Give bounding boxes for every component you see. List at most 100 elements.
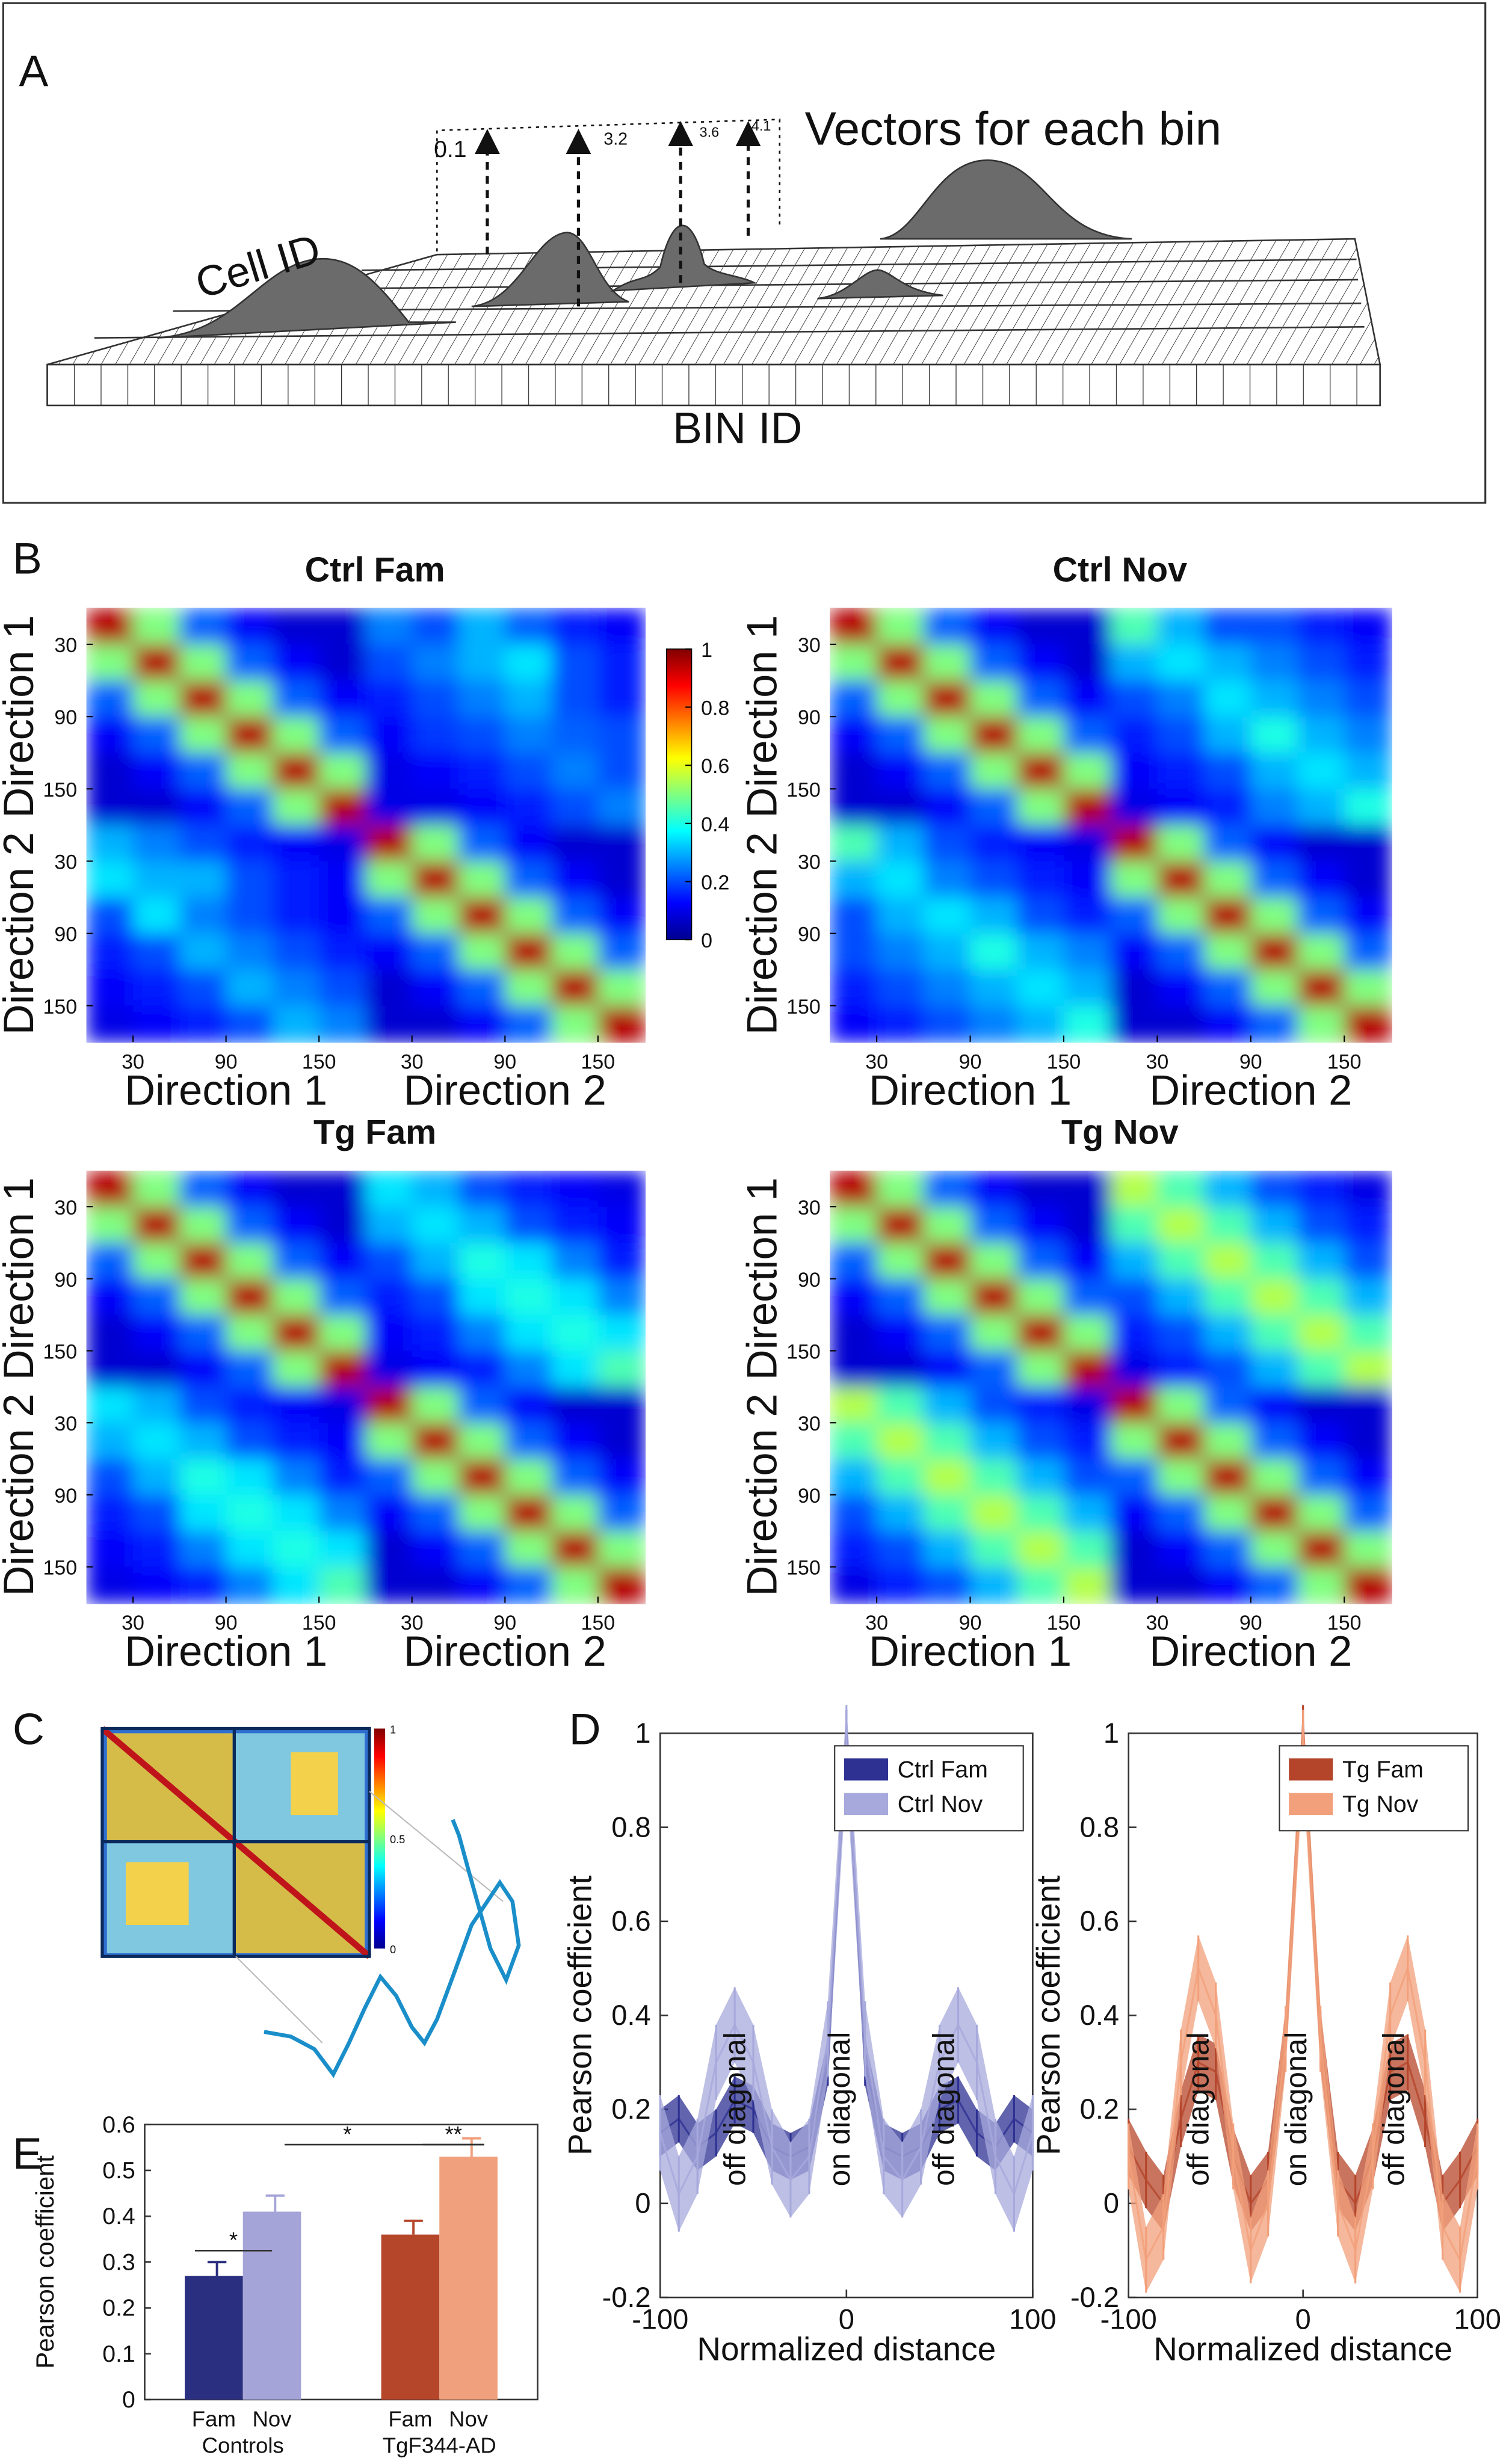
heatmap-cell (272, 1206, 320, 1244)
legend-swatch (844, 1758, 889, 1781)
heatmap-cell (319, 1314, 367, 1352)
heatmap-cell (1110, 1566, 1158, 1604)
heatmap-cell (830, 789, 878, 826)
y-tick-label: 0.2 (1080, 2093, 1119, 2125)
heatmap-cell (319, 680, 367, 718)
heatmap-cell (551, 969, 599, 1007)
heatmap-cell (1250, 1530, 1299, 1568)
vector-value: 0.1 (434, 137, 466, 162)
heatmap-cell (970, 644, 1018, 682)
heatmap-cell (86, 1459, 134, 1496)
heatmap-cell (1297, 1242, 1345, 1280)
heatmap-cell (551, 897, 599, 935)
heatmap-cell (1063, 644, 1112, 682)
heatmap-cell (412, 1459, 460, 1496)
heatmap-cell (970, 1314, 1018, 1352)
heatmap-cell (877, 933, 925, 971)
heatmap-cell (1110, 933, 1158, 971)
heatmap-cell (1204, 1351, 1252, 1388)
heatmap-cell (970, 825, 1018, 863)
heatmap-cell (133, 716, 181, 754)
y-tick-label: 0.6 (611, 1905, 650, 1937)
heatmap-cell (365, 825, 413, 863)
heatmap-cell (877, 608, 925, 645)
heatmap-cell (1157, 716, 1205, 754)
panel-frame (2, 2, 1487, 504)
vector-value: 3.6 (700, 124, 720, 140)
heatmap-cell (365, 716, 413, 754)
heatmap-cell (1063, 897, 1112, 935)
x-tick-label: 90 (215, 1612, 238, 1634)
heatmap-cell (1063, 1387, 1112, 1424)
y-axis-label: Direction 1 (738, 1177, 786, 1380)
heatmap-cell (830, 1423, 878, 1460)
heatmap-cell (133, 1530, 181, 1568)
heatmap-cell (1017, 1351, 1065, 1388)
heatmap-cell (1344, 789, 1392, 826)
legend-label: Ctrl Nov (898, 1791, 983, 1817)
heatmap-cell (179, 1459, 227, 1496)
heatmap-cell (1204, 1278, 1252, 1316)
heatmap-cell (830, 1206, 878, 1244)
heatmap-cell (86, 861, 134, 899)
heatmap-cell (1250, 1494, 1299, 1532)
heatmap-cell (877, 1351, 925, 1388)
heatmap-cell (877, 1459, 925, 1496)
y-tick-label: 0.4 (1080, 1999, 1119, 2031)
heatmap-cell (133, 753, 181, 790)
heatmap-cell (1110, 1351, 1158, 1388)
heatmap-cell (458, 1206, 506, 1244)
heatmap-cell (458, 1423, 506, 1460)
heatmap-cell (1017, 933, 1065, 971)
heatmap-cell (319, 1351, 367, 1388)
heatmap-cells (830, 608, 1392, 1043)
heatmap-cell (597, 1242, 646, 1280)
heatmap-cell (319, 1566, 367, 1604)
heatmap-cell (458, 608, 506, 645)
heatmap-cell (412, 933, 460, 971)
heatmap-cell (412, 716, 460, 754)
heatmap-cell (597, 1423, 646, 1460)
x-tick-label: 30 (1146, 1050, 1169, 1073)
heatmap-cell (597, 1566, 646, 1604)
heatmap-cell (1157, 825, 1205, 863)
heatmap-cell (365, 1005, 413, 1043)
bar (381, 2234, 440, 2400)
x-axis-label: Direction 1 (869, 1066, 1072, 1113)
heatmap-cell (877, 1494, 925, 1532)
heatmap-cell (1297, 1423, 1345, 1460)
heatmap-cell (1204, 1566, 1252, 1604)
heatmap-cell (226, 1387, 274, 1424)
heatmap-cell (365, 1206, 413, 1244)
x-tick-label: 30 (401, 1612, 424, 1634)
chart-title: Tg Fam (313, 1113, 436, 1152)
heatmap-cell (1063, 1351, 1112, 1388)
heatmap-cell (505, 969, 553, 1007)
heatmap-cell (226, 608, 274, 645)
heatmap-cell (877, 1278, 925, 1316)
heatmap-cell (970, 1242, 1018, 1280)
heatmap-cell (1297, 1494, 1345, 1532)
heatmap-cell (1344, 897, 1392, 935)
heatmap-cell (830, 861, 878, 899)
heatmap-cell (226, 1530, 274, 1568)
heatmap-cell (1297, 608, 1345, 645)
heatmap-cell (319, 1005, 367, 1043)
y-axis-label: Direction 2 (738, 1393, 786, 1596)
heatmap-cell (505, 1351, 553, 1388)
heatmap-cell (1017, 1206, 1065, 1244)
heatmap-cell (179, 1278, 227, 1316)
heatmap-cell (1250, 753, 1299, 790)
heatmap-cell (1017, 1459, 1065, 1496)
heatmap-cell (597, 1314, 646, 1352)
heatmap-cell (1017, 1005, 1065, 1043)
heatmap-cell (458, 1387, 506, 1424)
heatmap-cell (458, 1314, 506, 1352)
heatmap-cell (923, 861, 972, 899)
heatmap-cell (1063, 861, 1112, 899)
panel-letter: A (19, 48, 48, 96)
significance-label: ** (445, 2122, 462, 2146)
heatmap-cell (1157, 933, 1205, 971)
inset-patch (291, 1752, 338, 1816)
heatmap-cell (86, 1171, 134, 1208)
